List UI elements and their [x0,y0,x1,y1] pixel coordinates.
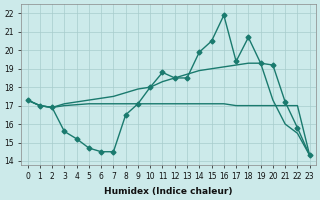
X-axis label: Humidex (Indice chaleur): Humidex (Indice chaleur) [104,187,233,196]
